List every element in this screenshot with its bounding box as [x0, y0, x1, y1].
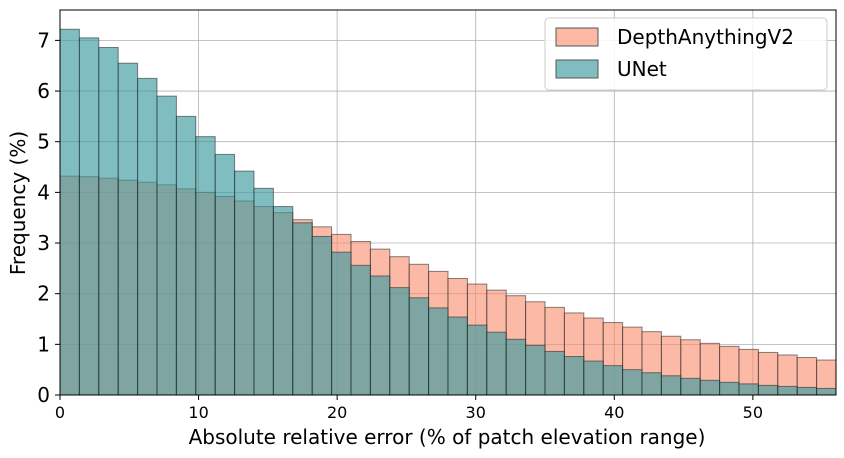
y-tick-label: 4: [37, 180, 50, 204]
x-tick-label: 20: [327, 403, 347, 422]
x-tick-label: 30: [466, 403, 486, 422]
bar-unet: [680, 377, 701, 395]
bar-unet: [544, 350, 565, 395]
legend-swatch-depthanythingv2: [555, 27, 599, 47]
bar-unet: [641, 372, 662, 395]
bar-unet: [622, 369, 643, 395]
bar-unet: [757, 384, 779, 395]
bar-unet: [137, 77, 158, 395]
bar-unet: [602, 365, 624, 395]
legend-box: [544, 17, 828, 91]
legend: DepthAnythingV2 UNet: [544, 17, 828, 91]
bar-unet: [311, 235, 333, 395]
bar-unet: [583, 360, 604, 395]
x-tick-label: 50: [743, 403, 763, 422]
bar-unet: [98, 46, 119, 395]
bar-unet: [738, 383, 759, 395]
bar-unet: [719, 381, 740, 395]
bar-unet: [563, 356, 585, 395]
bar-unet: [350, 264, 371, 395]
bars: [60, 28, 836, 395]
x-axis-ticks: 0 10 20 30 40 50: [55, 395, 763, 422]
bar-unet: [60, 28, 80, 395]
bar-unet: [272, 206, 294, 395]
bar-unet: [816, 387, 836, 395]
bar-unet: [505, 338, 527, 395]
bar-unet: [835, 388, 836, 395]
legend-swatch-unet: [555, 59, 599, 79]
bar-unet: [466, 324, 488, 395]
bar-unet: [660, 375, 682, 395]
x-tick-label: 10: [188, 403, 208, 422]
bar-unet: [389, 287, 410, 395]
y-tick-label: 5: [37, 130, 50, 154]
bar-unet: [369, 275, 391, 395]
bar-unet: [78, 37, 100, 395]
bar-unet: [486, 331, 507, 395]
y-tick-label: 6: [37, 79, 50, 103]
bar-unet: [796, 386, 818, 395]
plot-frame: [59, 9, 837, 396]
y-axis-ticks: 0 1 2 3 4 5 6 7: [37, 28, 60, 407]
y-tick-label: 2: [37, 282, 50, 306]
bar-unet: [214, 153, 236, 395]
bar-unet: [331, 251, 352, 395]
bar-unet: [447, 316, 468, 395]
bar-unet: [117, 62, 139, 395]
bar-unet: [175, 115, 197, 395]
bar-unet: [195, 136, 216, 395]
bar-unet: [777, 385, 798, 395]
bar-unet: [408, 297, 430, 395]
bar-unet: [292, 222, 313, 395]
bar-unet: [699, 379, 721, 395]
y-tick-label: 7: [37, 28, 50, 52]
x-tick-label: 40: [604, 403, 624, 422]
bar-unet: [156, 95, 177, 395]
x-tick-label: 0: [55, 403, 65, 422]
y-tick-label: 0: [37, 383, 50, 407]
y-axis-label: Frequency (%): [6, 131, 30, 275]
legend-label-unet: UNet: [617, 57, 667, 81]
y-tick-label: 1: [37, 332, 50, 356]
bar-unet: [428, 307, 449, 395]
x-axis-label: Absolute relative error (% of patch elev…: [189, 425, 706, 449]
bar-depthanythingv2: [835, 362, 836, 395]
bar-unet: [234, 170, 255, 395]
legend-label-depthanythingv2: DepthAnythingV2: [617, 25, 794, 49]
bar-unet: [525, 344, 546, 395]
bar-unet: [253, 187, 274, 395]
y-tick-label: 3: [37, 231, 50, 255]
